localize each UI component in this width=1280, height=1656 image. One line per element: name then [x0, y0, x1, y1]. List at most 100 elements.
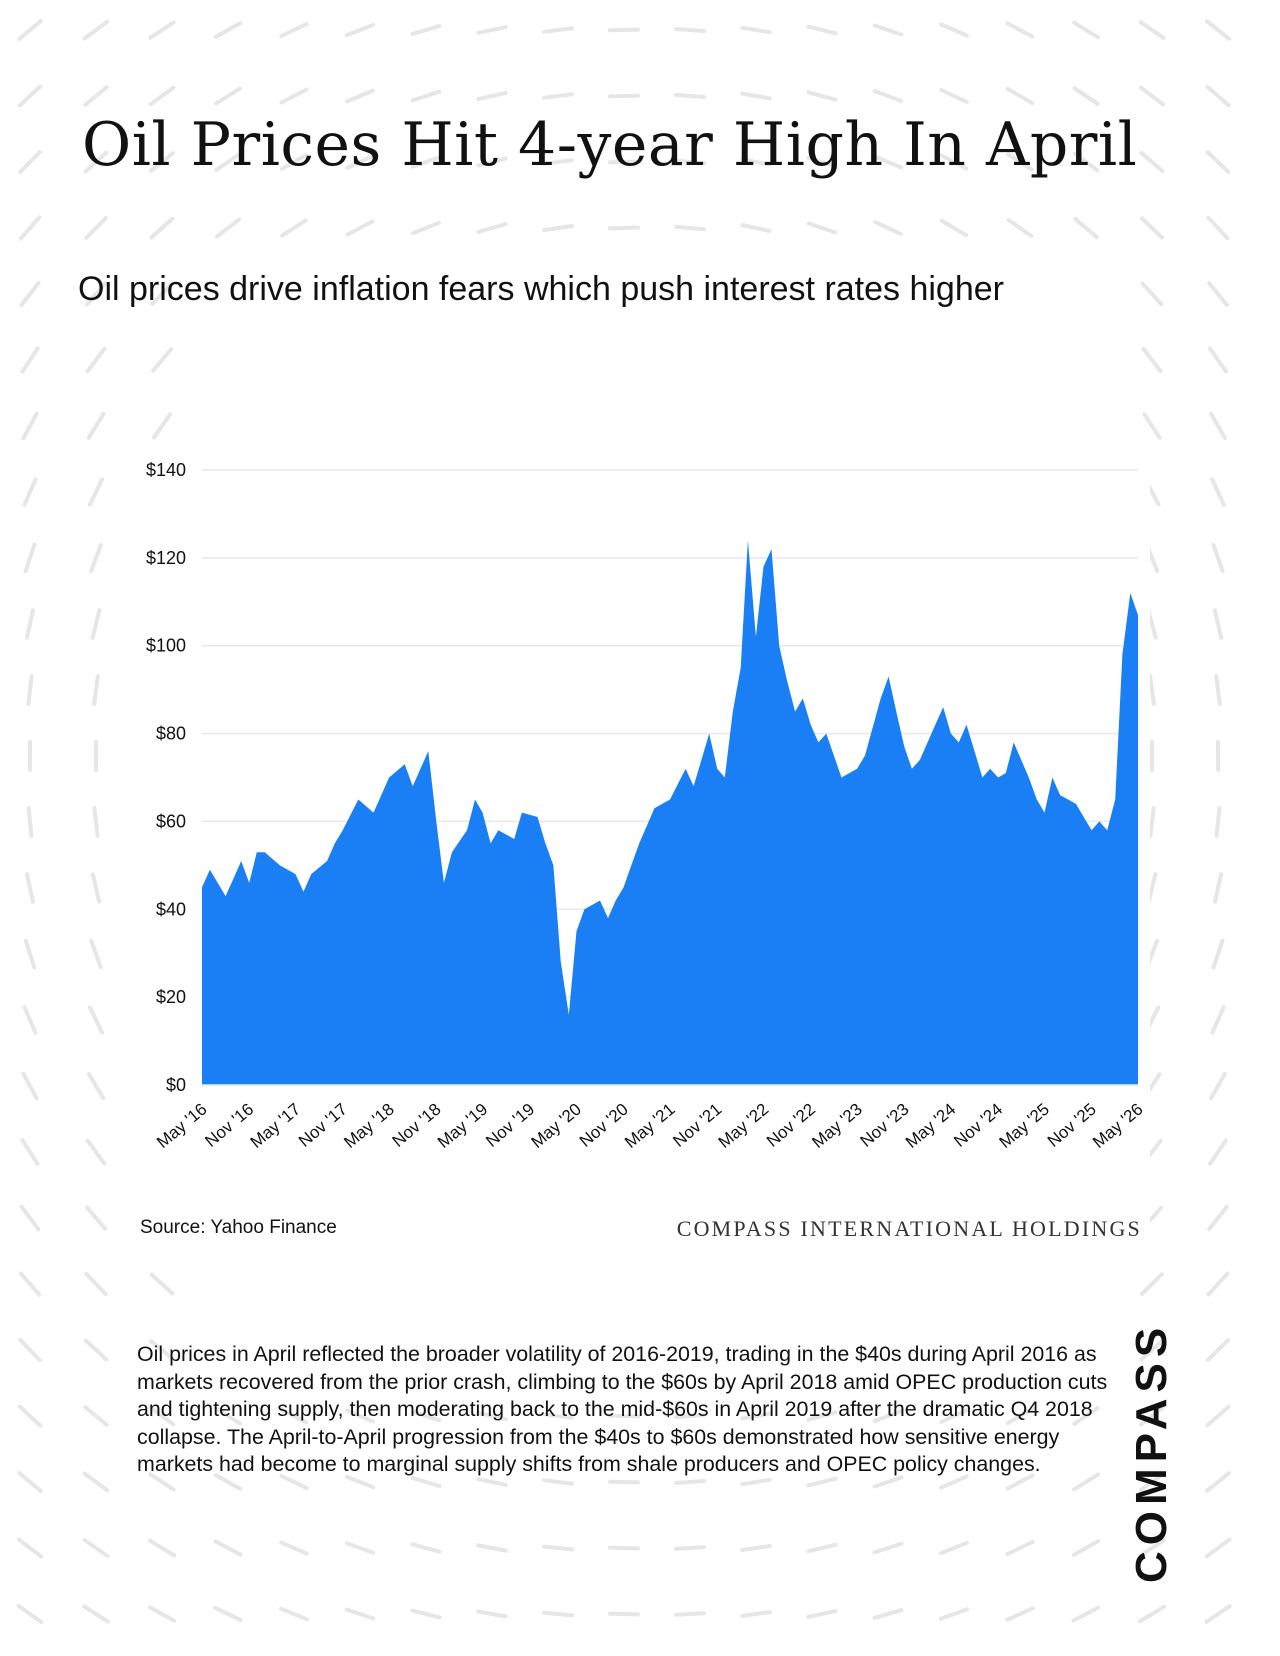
background-dash	[214, 217, 242, 239]
background-dash	[1072, 20, 1100, 40]
background-dash	[1210, 477, 1226, 507]
background-dash	[1006, 217, 1034, 239]
background-dash	[148, 1472, 176, 1492]
background-dash	[608, 93, 640, 99]
background-dash	[476, 1543, 508, 1553]
background-dash	[476, 25, 508, 35]
background-dash	[1072, 151, 1100, 173]
background-dash	[674, 158, 706, 166]
background-dash	[410, 89, 442, 103]
background-dash	[1209, 411, 1227, 441]
background-dash	[22, 1005, 38, 1035]
background-dash	[1148, 806, 1156, 838]
background-dash	[23, 542, 37, 574]
x-tick-label: Nov '20	[576, 1100, 632, 1151]
background-dash	[84, 1271, 108, 1297]
background-dash	[85, 1205, 107, 1231]
background-dash	[939, 1474, 969, 1490]
background-dash	[279, 1473, 309, 1491]
y-tick-label: $20	[156, 987, 186, 1007]
background-dash	[740, 91, 772, 101]
x-tick-label: May '16	[153, 1100, 210, 1152]
background-dash	[410, 1542, 442, 1554]
background-dash	[84, 216, 108, 240]
background-dash	[1138, 1471, 1166, 1493]
background-dash	[740, 1544, 772, 1552]
background-dash	[939, 88, 969, 104]
background-dash	[86, 1072, 106, 1100]
background-dash	[1206, 215, 1230, 241]
x-tick-label: Nov '16	[201, 1100, 257, 1151]
background-dash	[21, 1071, 39, 1101]
background-dash	[1205, 1471, 1231, 1493]
background-dash	[89, 542, 103, 574]
source-note: Source: Yahoo Finance	[140, 1217, 337, 1238]
background-dash	[1138, 85, 1166, 107]
background-dash	[674, 27, 706, 33]
x-tick-label: Nov '17	[295, 1100, 351, 1151]
background-dash	[411, 220, 441, 236]
x-tick-label: May '25	[996, 1100, 1053, 1152]
background-dash	[148, 1405, 176, 1427]
y-tick-label: $0	[166, 1075, 186, 1095]
background-dash	[149, 151, 175, 173]
background-dash	[1208, 1138, 1228, 1166]
background-dash	[20, 346, 40, 374]
background-dash	[476, 156, 508, 168]
background-dash	[476, 91, 508, 101]
background-dash	[542, 1412, 574, 1420]
background-dash	[149, 1339, 175, 1361]
x-tick-label: May '17	[247, 1100, 304, 1152]
background-dash	[1213, 872, 1223, 904]
background-dash	[938, 1607, 970, 1621]
background-dash	[476, 1609, 508, 1619]
background-dash	[1139, 150, 1165, 174]
background-dash	[151, 347, 173, 373]
background-dash	[19, 1204, 41, 1232]
background-dash	[476, 1477, 508, 1487]
background-dash	[806, 1542, 838, 1554]
background-dash	[939, 1408, 969, 1424]
background-dash	[1005, 21, 1035, 39]
background-dash	[25, 608, 35, 640]
background-dash	[21, 411, 39, 441]
background-dash	[608, 1545, 640, 1551]
background-dash	[345, 1408, 375, 1424]
background-dash	[213, 1539, 243, 1557]
background-dash	[872, 89, 904, 103]
background-dash	[17, 1471, 43, 1493]
background-dash	[1208, 346, 1228, 374]
x-tick-label: May '21	[621, 1100, 678, 1152]
background-dash	[1210, 1005, 1226, 1035]
background-dash	[1214, 674, 1222, 706]
background-dash	[939, 1540, 969, 1556]
background-dash	[148, 1538, 176, 1558]
background-dash	[1139, 1405, 1165, 1427]
background-dash	[542, 158, 574, 166]
background-dash	[280, 218, 308, 238]
background-dash	[1207, 1205, 1229, 1231]
background-dash	[18, 215, 42, 241]
background-dash	[214, 1406, 242, 1426]
background-dash	[608, 1479, 640, 1485]
background-dash	[1138, 1538, 1166, 1558]
background-dash	[1204, 1537, 1232, 1559]
background-dash	[1207, 281, 1229, 307]
x-tick-label: May '23	[808, 1100, 865, 1152]
background-dash	[344, 1607, 376, 1621]
background-dash	[410, 24, 442, 36]
background-dash	[740, 1477, 772, 1487]
background-dash	[23, 938, 37, 970]
background-dash	[279, 22, 309, 38]
holding-name: COMPASS INTERNATIONAL HOLDINGS	[676, 1216, 1142, 1241]
background-dash	[608, 225, 640, 231]
background-dash	[1138, 20, 1166, 40]
background-dash	[214, 152, 242, 172]
x-tick-label: May '18	[340, 1100, 397, 1152]
background-dash	[872, 1475, 904, 1489]
background-dash	[150, 282, 174, 306]
background-dash	[542, 1610, 574, 1618]
compass-logo-text: COMPASS	[1127, 1321, 1176, 1583]
chart-card: $0 $20 $40 $60 $80 $100 $120 $140 May '16 Nov '16…	[120, 440, 1150, 1260]
